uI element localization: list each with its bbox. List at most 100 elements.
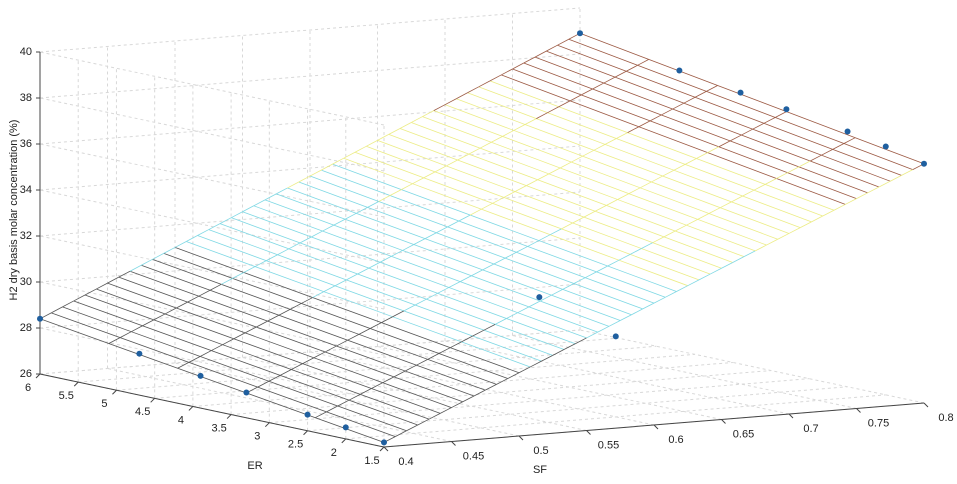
x-tick-label: 0.75: [868, 417, 889, 429]
surface-line: [197, 235, 542, 362]
y-tick-label: 5.5: [59, 390, 74, 402]
surface-edge: [444, 98, 457, 106]
surface-edge: [720, 201, 732, 209]
surface-edge: [266, 254, 278, 262]
surface-edge: [424, 232, 437, 240]
surface-edge: [163, 247, 176, 254]
surface-edge: [731, 195, 743, 203]
surface-edge: [528, 300, 541, 308]
grid-line: [345, 394, 886, 440]
y-tick: [112, 389, 117, 395]
surface-edge: [787, 166, 800, 174]
surface-edge: [546, 44, 558, 52]
surface-edge: [485, 384, 497, 391]
surface-edge: [661, 108, 673, 116]
surface-edge: [663, 230, 676, 238]
surface-edge: [434, 165, 447, 173]
x-tick: [518, 435, 524, 441]
surface-edge: [878, 180, 891, 188]
surface-edge: [221, 278, 233, 285]
y-tick-label: 6: [25, 382, 31, 394]
y-tick-label: 2: [331, 447, 337, 459]
surface-line: [51, 312, 396, 437]
data-point: [304, 411, 311, 418]
surface-edge: [597, 325, 610, 333]
x-tick: [383, 446, 389, 452]
surface-edge: [483, 323, 496, 331]
surface-edge: [131, 325, 143, 333]
y-tick: [379, 446, 385, 452]
y-axis: [39, 373, 385, 448]
grid-line: [579, 329, 925, 404]
surface-edge: [628, 187, 641, 195]
y-tick-label: 5: [101, 398, 107, 410]
surface-edge: [492, 197, 505, 204]
surface-edge: [583, 210, 596, 218]
surface-edge: [479, 141, 492, 149]
data-point: [536, 294, 543, 301]
z-tick-label: 38: [20, 92, 32, 104]
surface-edge: [552, 349, 565, 356]
surface-edge: [606, 199, 618, 206]
surface-edge: [267, 314, 280, 322]
surface-edge: [776, 172, 788, 179]
surface-edge: [641, 242, 653, 249]
grid-line: [39, 97, 385, 172]
surface-edge: [231, 211, 243, 219]
surface-line: [557, 44, 902, 176]
surface-edge: [426, 292, 438, 300]
surface-edge: [676, 285, 688, 292]
surface-edge: [450, 341, 462, 349]
y-tick-label: 2.5: [288, 439, 303, 451]
surface-edge: [561, 222, 573, 230]
surface-edge: [311, 230, 323, 238]
surface-edge: [718, 140, 731, 148]
surface-edge: [562, 283, 575, 290]
surface-edge: [346, 273, 358, 281]
surface-edge: [683, 96, 696, 104]
x-tick-label: 0.55: [598, 439, 619, 451]
surface-edge: [696, 152, 708, 159]
x-tick-label: 0.5: [533, 445, 548, 457]
surface-edge: [312, 291, 325, 298]
surface-edge: [620, 314, 632, 321]
y-tick: [303, 430, 308, 436]
surface-edge: [302, 357, 315, 365]
grid-line: [231, 370, 772, 416]
grid-line: [39, 145, 581, 191]
data-point: [737, 89, 744, 96]
surface-edge: [518, 366, 531, 374]
x-tick-label: 0.65: [733, 428, 754, 440]
surface-line: [264, 199, 610, 327]
surface-edge: [367, 201, 379, 208]
surface-edge: [810, 154, 822, 162]
surface-line: [73, 300, 418, 426]
surface-line: [478, 86, 823, 217]
data-point: [844, 128, 851, 135]
surface-edge: [626, 64, 638, 72]
surface-edge: [315, 411, 327, 419]
surface-line: [366, 145, 711, 275]
y-tick-label: 4: [178, 414, 184, 426]
y-tick: [226, 414, 232, 419]
surface-edge: [502, 130, 514, 137]
surface-edge: [326, 405, 338, 413]
surface-edge: [332, 157, 344, 165]
surface-line: [501, 74, 846, 205]
surface-line: [174, 247, 520, 374]
surface-edge: [369, 322, 382, 329]
surface-edge: [357, 267, 370, 275]
surface-edge: [495, 318, 507, 325]
z-tick-label: 34: [20, 184, 32, 196]
surface-edge: [437, 287, 450, 294]
x-tick-label: 0.8: [938, 412, 953, 424]
surface-edge: [549, 228, 562, 236]
surface-line: [276, 193, 621, 321]
surface-edge: [388, 128, 401, 135]
surface-edge: [141, 258, 153, 266]
surface-edge: [721, 262, 733, 269]
z-tick-label: 36: [20, 138, 32, 150]
surface-edge: [537, 173, 550, 181]
surface-line: [141, 264, 486, 391]
